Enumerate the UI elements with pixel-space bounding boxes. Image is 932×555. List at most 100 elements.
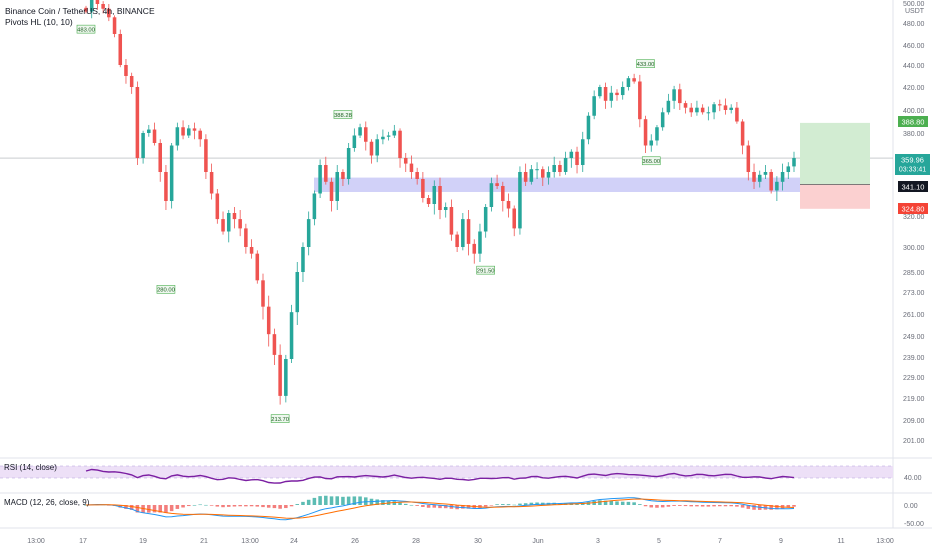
price-axis: 480.00460.00440.00420.00400.00380.00360.… bbox=[903, 1, 925, 445]
pivot-label: 433.00 bbox=[636, 59, 655, 69]
candle bbox=[649, 134, 654, 152]
candle bbox=[312, 190, 317, 226]
candle bbox=[324, 156, 328, 185]
price-tick: 239.00 bbox=[903, 355, 925, 362]
candle bbox=[255, 250, 260, 284]
candle bbox=[535, 162, 539, 179]
candle bbox=[780, 163, 785, 191]
macd-bar bbox=[626, 501, 631, 505]
pivot-label: 483.00 bbox=[76, 24, 96, 33]
time-tick: 3 bbox=[596, 538, 600, 545]
candle bbox=[284, 354, 288, 403]
target-zone[interactable] bbox=[800, 122, 870, 185]
candle bbox=[580, 131, 585, 172]
candle bbox=[700, 104, 705, 115]
candle bbox=[609, 85, 614, 108]
candle bbox=[757, 170, 762, 188]
macd-bar bbox=[204, 504, 208, 506]
macd-bar bbox=[792, 505, 796, 507]
macd-bar bbox=[415, 505, 419, 506]
macd-bar bbox=[535, 502, 539, 505]
candle bbox=[164, 165, 168, 210]
candle bbox=[409, 155, 414, 179]
target-price-tag: 388.80 bbox=[898, 116, 928, 127]
macd-bar bbox=[129, 505, 134, 510]
macd-bar bbox=[746, 505, 751, 509]
candle bbox=[352, 128, 357, 152]
candle bbox=[506, 193, 511, 218]
macd-bar bbox=[649, 505, 654, 508]
candle bbox=[672, 85, 676, 109]
macd-bar bbox=[615, 501, 619, 505]
macd-title: MACD (12, 26, close, 9) bbox=[4, 498, 90, 507]
macd-bar bbox=[249, 505, 254, 507]
macd-bar bbox=[232, 505, 237, 507]
candle bbox=[706, 106, 711, 121]
entry-price-tag: 341.10 bbox=[898, 181, 928, 192]
time-tick: 24 bbox=[290, 538, 298, 545]
candle bbox=[489, 177, 494, 212]
macd-bar bbox=[244, 505, 248, 507]
macd-bar bbox=[672, 505, 676, 506]
macd-bar bbox=[660, 505, 665, 508]
candle bbox=[655, 124, 659, 146]
macd-bar bbox=[409, 504, 414, 506]
macd-bar bbox=[289, 505, 294, 507]
candle bbox=[478, 223, 482, 262]
macd-bar bbox=[683, 505, 688, 507]
macd-bar bbox=[529, 502, 534, 505]
svg-text:388.80: 388.80 bbox=[902, 118, 925, 127]
candle bbox=[84, 5, 88, 14]
candle bbox=[443, 202, 448, 218]
candle bbox=[575, 146, 579, 174]
candle bbox=[495, 174, 499, 189]
macd-bar bbox=[466, 505, 471, 509]
macd-bar bbox=[284, 505, 288, 509]
macd-bar bbox=[238, 505, 242, 507]
macd-bar bbox=[769, 505, 773, 510]
candle bbox=[729, 104, 733, 114]
candle bbox=[769, 169, 773, 194]
macd-bar bbox=[187, 505, 191, 507]
macd-bar bbox=[735, 505, 739, 507]
candle bbox=[398, 128, 402, 168]
candle bbox=[455, 231, 459, 252]
macd-bar bbox=[523, 503, 528, 505]
support-zone[interactable] bbox=[314, 177, 800, 192]
macd-bar bbox=[392, 501, 397, 505]
time-tick: 30 bbox=[474, 538, 482, 545]
macd-bar bbox=[175, 505, 180, 509]
time-tick: 9 bbox=[779, 538, 783, 545]
candle bbox=[501, 181, 505, 212]
price-tick: 440.00 bbox=[903, 63, 925, 70]
candle bbox=[101, 1, 105, 14]
candle bbox=[278, 344, 282, 405]
candle bbox=[226, 210, 231, 243]
candle bbox=[364, 121, 368, 151]
macd-bar bbox=[655, 505, 659, 508]
candle bbox=[329, 177, 334, 212]
price-tick: 285.00 bbox=[903, 270, 925, 277]
stop-zone[interactable] bbox=[800, 184, 870, 209]
rsi-level: 40.00 bbox=[904, 475, 922, 482]
price-tick: 273.00 bbox=[903, 290, 925, 297]
price-tick: 500.00 bbox=[903, 1, 925, 8]
pivot-label: 213.70 bbox=[270, 414, 290, 423]
candle bbox=[763, 165, 768, 179]
time-tick: 7 bbox=[718, 538, 722, 545]
candle bbox=[95, 0, 100, 10]
svg-text:483.00: 483.00 bbox=[77, 27, 95, 33]
candle bbox=[426, 195, 431, 207]
price-tick: 320.00 bbox=[903, 214, 925, 221]
macd-bar bbox=[609, 500, 614, 505]
candle bbox=[723, 98, 728, 115]
macd-tick: -50.00 bbox=[904, 521, 924, 528]
candles-group bbox=[84, 0, 796, 405]
candle bbox=[232, 207, 237, 229]
candle bbox=[181, 120, 185, 140]
macd-bar bbox=[192, 504, 197, 506]
macd-bar bbox=[603, 500, 608, 505]
candle bbox=[695, 100, 699, 116]
